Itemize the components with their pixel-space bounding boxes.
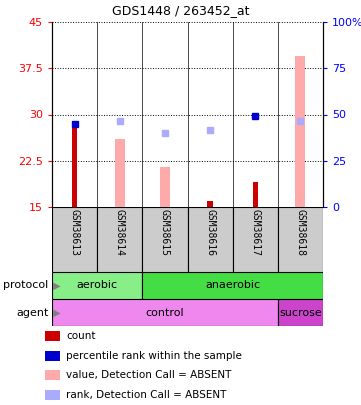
Text: GSM38613: GSM38613 (70, 209, 79, 256)
Bar (52, 272, 142, 299)
Bar (72, 121, 77, 207)
Bar (187, 207, 233, 272)
Bar (160, 167, 170, 207)
Text: value, Detection Call = ABSENT: value, Detection Call = ABSENT (66, 371, 231, 380)
Text: GSM38614: GSM38614 (115, 209, 125, 256)
Bar (233, 207, 278, 272)
Text: aerobic: aerobic (77, 281, 118, 290)
Text: GSM38616: GSM38616 (205, 209, 215, 256)
Bar (278, 207, 323, 272)
Bar (142, 207, 187, 272)
Bar (97, 207, 142, 272)
Text: count: count (66, 331, 96, 341)
Text: agent: agent (16, 307, 48, 318)
Text: GSM38615: GSM38615 (160, 209, 170, 256)
Text: rank, Detection Call = ABSENT: rank, Detection Call = ABSENT (66, 390, 226, 400)
Text: GDS1448 / 263452_at: GDS1448 / 263452_at (112, 4, 249, 17)
Bar (115, 139, 125, 207)
Text: ▶: ▶ (50, 307, 61, 318)
Bar (52, 207, 97, 272)
Text: protocol: protocol (3, 281, 48, 290)
Bar (45, 371, 60, 380)
Text: percentile rank within the sample: percentile rank within the sample (66, 351, 242, 360)
Bar (278, 299, 323, 326)
Bar (52, 299, 278, 326)
Text: GSM38617: GSM38617 (250, 209, 260, 256)
Bar (253, 182, 258, 207)
Bar (295, 56, 305, 207)
Text: ▶: ▶ (50, 281, 61, 290)
Bar (45, 331, 60, 341)
Bar (45, 390, 60, 400)
Text: GSM38618: GSM38618 (295, 209, 305, 256)
Text: anaerobic: anaerobic (205, 281, 260, 290)
Text: control: control (145, 307, 184, 318)
Text: sucrose: sucrose (279, 307, 322, 318)
Bar (45, 351, 60, 360)
Bar (142, 272, 323, 299)
Bar (207, 201, 213, 207)
